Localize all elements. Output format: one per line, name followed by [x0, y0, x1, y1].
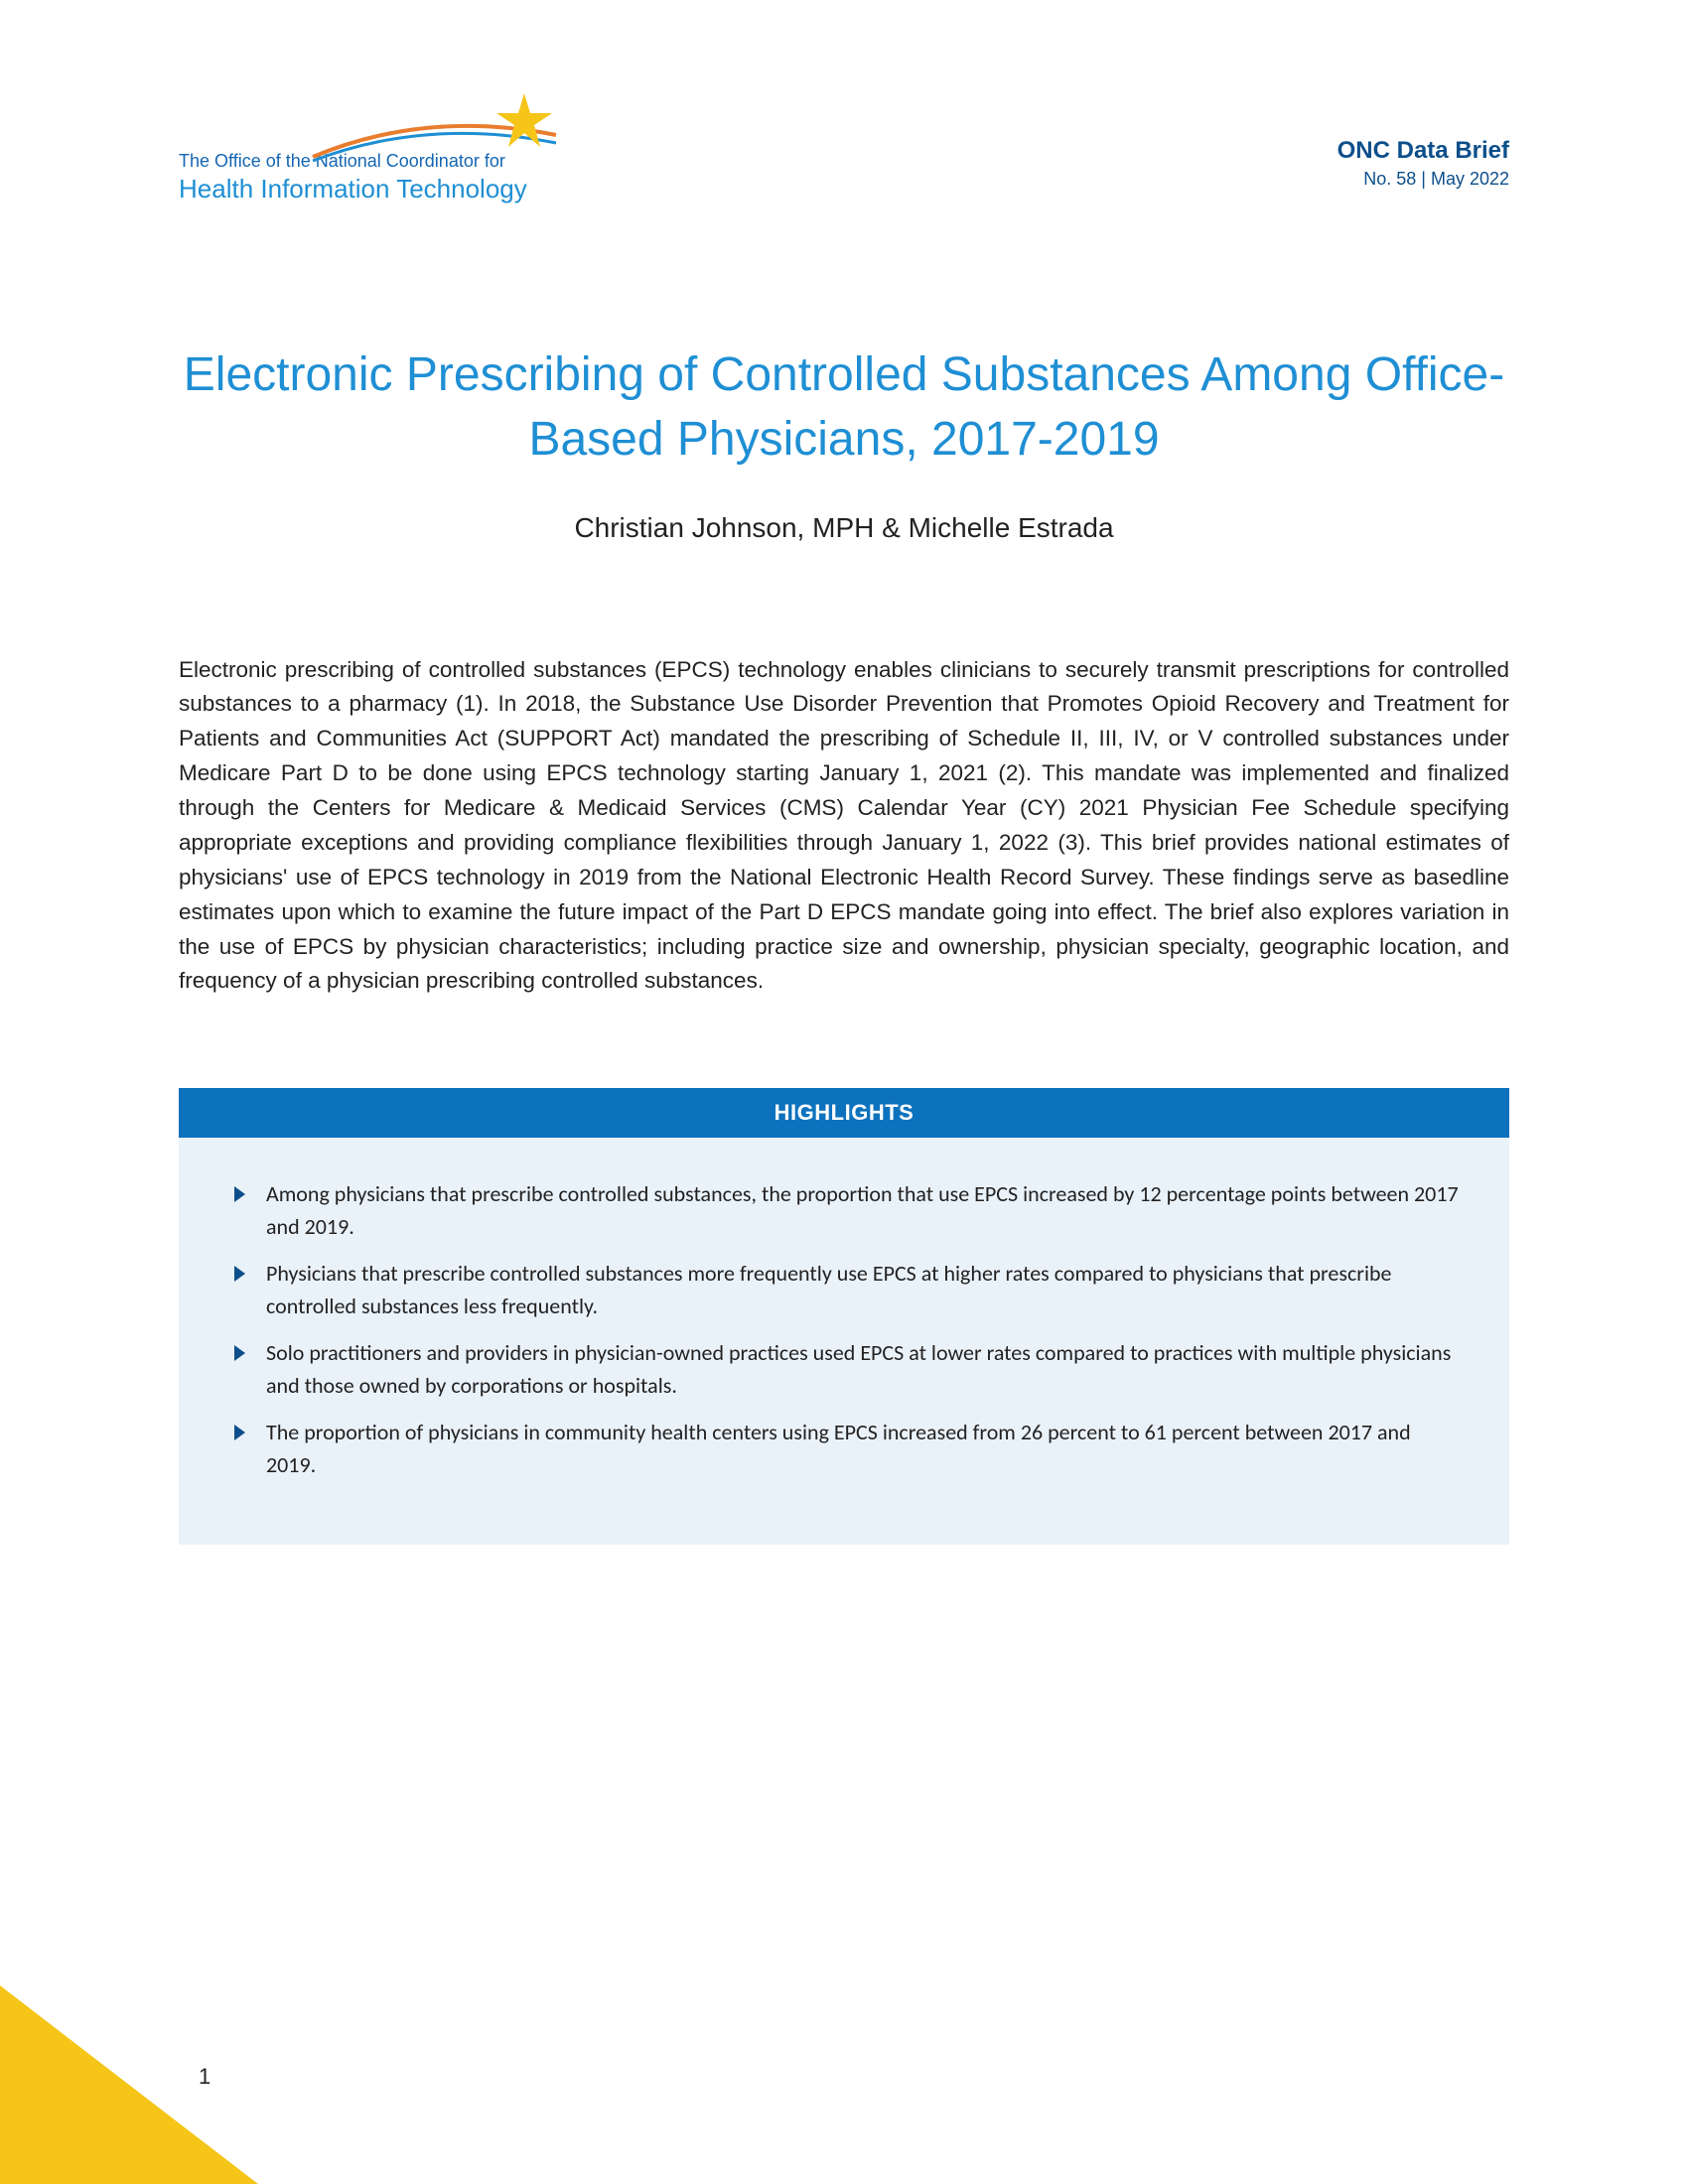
highlight-item: The proportion of physicians in communit… — [228, 1416, 1460, 1481]
highlights-heading: HIGHLIGHTS — [179, 1088, 1509, 1138]
brief-info: ONC Data Brief No. 58 | May 2022 — [1337, 137, 1509, 190]
brief-subtitle: No. 58 | May 2022 — [1337, 169, 1509, 190]
logo-star-icon — [494, 91, 554, 151]
brief-title: ONC Data Brief — [1337, 137, 1509, 165]
corner-decoration — [0, 1985, 258, 2184]
page-header: The Office of the National Coordinator f… — [179, 109, 1509, 205]
intro-paragraph: Electronic prescribing of controlled sub… — [179, 653, 1509, 1000]
highlight-item: Among physicians that prescribe controll… — [228, 1177, 1460, 1243]
document-title: Electronic Prescribing of Controlled Sub… — [179, 343, 1509, 473]
highlights-body: Among physicians that prescribe controll… — [179, 1138, 1509, 1545]
logo-line2: Health Information Technology — [179, 174, 596, 205]
onc-logo: The Office of the National Coordinator f… — [179, 109, 596, 205]
highlights-box: HIGHLIGHTS Among physicians that prescri… — [179, 1088, 1509, 1545]
authors: Christian Johnson, MPH & Michelle Estrad… — [179, 512, 1509, 544]
highlight-item: Physicians that prescribe controlled sub… — [228, 1257, 1460, 1322]
highlight-item: Solo practitioners and providers in phys… — [228, 1336, 1460, 1402]
